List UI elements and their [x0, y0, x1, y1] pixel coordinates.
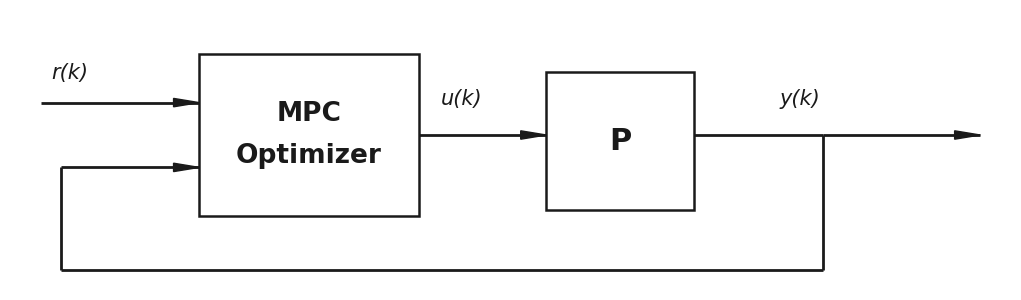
Bar: [199, 54, 419, 216]
Text: y(k): y(k): [779, 89, 820, 109]
Polygon shape: [521, 131, 546, 139]
Text: r(k): r(k): [51, 63, 88, 82]
Bar: [546, 72, 694, 210]
Polygon shape: [174, 163, 199, 172]
Text: P: P: [610, 127, 631, 155]
Text: MPC: MPC: [277, 101, 341, 127]
Text: u(k): u(k): [441, 89, 483, 109]
Text: Optimizer: Optimizer: [236, 143, 382, 169]
Polygon shape: [174, 98, 199, 107]
Polygon shape: [955, 131, 980, 139]
